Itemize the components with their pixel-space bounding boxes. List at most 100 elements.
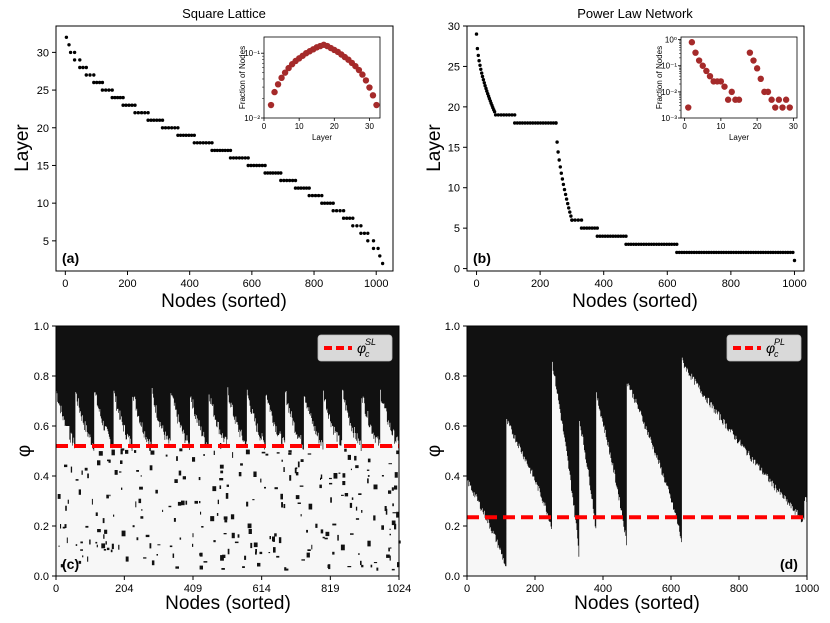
- panel-b-point: [773, 250, 778, 255]
- panel-c-streak: [350, 533, 354, 535]
- panel-a-point: [226, 148, 230, 153]
- panel-b-point: [559, 171, 563, 175]
- panel-a-inset-xtick-label: 10: [295, 122, 304, 131]
- panel-b-point: [568, 210, 572, 214]
- panel-b-point: [746, 250, 751, 255]
- panel-b-point: [587, 226, 592, 230]
- panel-a-inset-xtick-label: 30: [365, 122, 374, 131]
- panel-a-inset-point: [359, 71, 366, 78]
- panel-a-ytick-label: 25: [37, 85, 49, 97]
- panel-a-xtick-label: 1000: [364, 278, 388, 290]
- panel-b-inset-ytick-label: 10⁰: [665, 36, 677, 45]
- panel-b-point: [719, 250, 723, 255]
- panel-a-point: [234, 156, 239, 160]
- panel-d-xtick-label: 800: [730, 583, 748, 595]
- panel-b-inset-point: [735, 96, 743, 103]
- panel-a-xtick-label: 0: [62, 278, 68, 290]
- panel-a-point: [362, 231, 367, 235]
- panel-c-streak: [151, 560, 155, 566]
- panel-c-streak: [66, 537, 68, 544]
- panel-c-ytick-label: 1.0: [34, 321, 49, 333]
- panel-c-ytick-label: 0.4: [34, 471, 49, 483]
- panel-c-streak: [320, 529, 324, 534]
- panel-a-ytick-label: 20: [37, 123, 49, 135]
- panel-c-streak: [373, 515, 376, 521]
- panel-a-point: [176, 126, 180, 130]
- panel-b-point: [499, 113, 503, 117]
- panel-b-point: [570, 218, 574, 222]
- panel-c-ylabel: φ: [14, 445, 35, 457]
- panel-a-point: [81, 65, 85, 70]
- panel-c-streak: [185, 500, 188, 505]
- panel-c-streak: [120, 460, 123, 464]
- panel-a-point: [173, 126, 177, 130]
- panel-a-point: [100, 88, 105, 92]
- panel-b-xlabel: Nodes (sorted): [572, 291, 698, 312]
- panel-a-point: [228, 156, 233, 160]
- panel-a-point: [273, 171, 278, 175]
- panel-c-streak: [165, 454, 168, 457]
- panel-b-point: [699, 250, 704, 255]
- panel-b-point: [682, 250, 686, 255]
- panel-c-xtick-label: 1024: [387, 583, 411, 595]
- panel-a-ytick-label: 15: [37, 160, 49, 172]
- panel-b-point: [754, 250, 758, 255]
- panel-b-inset-ytick-label: 10⁻²: [661, 88, 677, 97]
- panel-a-point: [204, 141, 208, 145]
- panel-a-point: [341, 209, 346, 213]
- panel-c-streak: [227, 548, 230, 555]
- panel-c-streak: [89, 539, 91, 545]
- panel-c-streak: [143, 557, 147, 559]
- panel-c-streak: [389, 533, 391, 536]
- panel-c-streak: [105, 541, 107, 545]
- panel-c-ytick-label: 0.8: [34, 371, 49, 383]
- panel-c-streak: [394, 523, 397, 530]
- panel-a-point: [307, 193, 311, 198]
- panel-c-streak: [297, 461, 300, 468]
- panel-b-inset-point: [779, 104, 786, 111]
- panel-b-point: [474, 32, 479, 36]
- panel-c-label: (c): [62, 556, 79, 572]
- panel-a-point: [207, 141, 211, 145]
- panel-c-streak: [307, 549, 311, 551]
- panel-c-streak: [244, 555, 247, 560]
- panel-b-point: [515, 121, 519, 125]
- panel-b-point: [616, 234, 620, 238]
- panel-a-point: [307, 186, 311, 190]
- panel-c-streak: [221, 568, 225, 570]
- panel-c-streak: [306, 529, 308, 533]
- panel-b-point: [531, 121, 535, 125]
- panel-a-point: [92, 73, 96, 77]
- panel-c-streak: [389, 528, 391, 530]
- panel-b-point: [727, 250, 731, 255]
- panel-c-streak: [328, 564, 331, 570]
- panel-c-streak: [173, 518, 176, 522]
- panel-a-inset-point: [366, 84, 373, 91]
- panel-c-streak: [344, 448, 347, 452]
- panel-c-streak: [300, 514, 302, 517]
- panel-b-inset-point: [753, 65, 761, 72]
- panel-b-point: [624, 234, 628, 238]
- panel-a-point: [115, 95, 120, 100]
- panel-b-point: [624, 242, 628, 246]
- panel-c-streak: [342, 473, 346, 478]
- panel-b-point: [595, 234, 599, 238]
- panel-c-streak: [397, 562, 400, 568]
- panel-a-point: [322, 201, 327, 205]
- panel-c-streak: [355, 465, 359, 469]
- panel-c-streak: [176, 456, 178, 461]
- panel-b-point: [631, 242, 636, 246]
- panel-a-point: [166, 126, 171, 130]
- panel-c-streak: [281, 459, 283, 462]
- panel-b-point: [665, 242, 669, 246]
- panel-b-point: [680, 250, 684, 255]
- panel-c-streak: [253, 471, 257, 477]
- panel-b-chart: Power Law Network 0 200 400 600 800 100005101…: [424, 6, 807, 312]
- panel-b-point: [541, 121, 545, 125]
- panel-c-streak: [240, 463, 243, 466]
- panel-b-point: [764, 250, 768, 255]
- panel-a-point: [110, 88, 114, 92]
- panel-c-streak: [118, 544, 120, 550]
- panel-a-ytick-label: 30: [37, 47, 49, 59]
- panel-a-point: [189, 133, 194, 137]
